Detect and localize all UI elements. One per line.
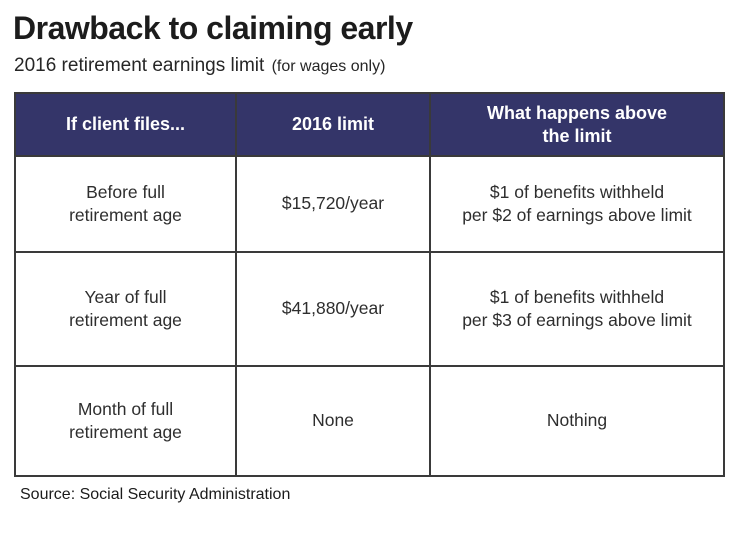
- cell-consequence: $1 of benefits withheld per $2 of earnin…: [429, 155, 725, 253]
- cell-when-files: Month of full retirement age: [14, 365, 237, 477]
- page-subtitle: 2016 retirement earnings limit (for wage…: [14, 55, 385, 77]
- table-row-year-of-full-retirement: Year of full retirement age $41,880/year…: [14, 251, 725, 367]
- cell-when-files: Before full retirement age: [14, 155, 237, 253]
- cell-limit: $41,880/year: [235, 251, 431, 367]
- table-row-month-of-full-retirement: Month of full retirement age None Nothin…: [14, 365, 725, 477]
- earnings-limit-table: If client files... 2016 limit What happe…: [14, 92, 725, 477]
- header-cell-what-happens-above-limit: What happens above the limit: [429, 92, 725, 157]
- table-row-before-full-retirement: Before full retirement age $15,720/year …: [14, 155, 725, 253]
- header-cell-2016-limit: 2016 limit: [235, 92, 431, 157]
- cell-limit: None: [235, 365, 431, 477]
- cell-limit: $15,720/year: [235, 155, 431, 253]
- subtitle-note: (for wages only): [271, 58, 386, 75]
- page-title: Drawback to claiming early: [13, 10, 413, 46]
- source-attribution: Source: Social Security Administration: [20, 486, 291, 503]
- cell-consequence: $1 of benefits withheld per $3 of earnin…: [429, 251, 725, 367]
- cell-consequence: Nothing: [429, 365, 725, 477]
- cell-when-files: Year of full retirement age: [14, 251, 237, 367]
- header-cell-if-client-files: If client files...: [14, 92, 237, 157]
- table-header-row: If client files... 2016 limit What happe…: [14, 92, 725, 157]
- subtitle-main: 2016 retirement earnings limit: [14, 55, 265, 76]
